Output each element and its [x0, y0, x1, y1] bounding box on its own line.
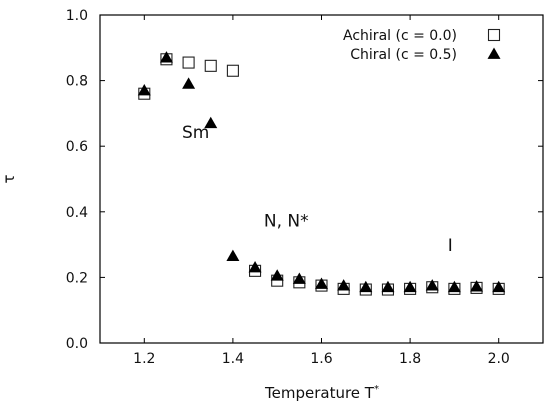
- y-axis-title: τ: [0, 174, 18, 183]
- chiral-point: [492, 280, 506, 293]
- chiral-point: [403, 280, 417, 293]
- chiral-point: [270, 269, 284, 281]
- y-tick-label: 1.0: [66, 8, 88, 24]
- chiral-point: [315, 277, 328, 289]
- x-axis-title: Temperature T*: [264, 384, 379, 402]
- phase-annotation: N, N*: [264, 212, 309, 232]
- y-tick-label: 0.6: [66, 139, 88, 155]
- x-tick-label: 1.6: [310, 351, 332, 367]
- chiral-point: [204, 116, 218, 129]
- legend-marker: [487, 47, 501, 59]
- y-tick-label: 0.4: [66, 205, 88, 221]
- chiral-point: [359, 280, 373, 293]
- x-axis-title-superscript: *: [374, 384, 379, 395]
- achiral-point: [182, 56, 195, 69]
- phase-annotation: Sm: [182, 123, 209, 143]
- x-tick-label: 1.2: [133, 351, 155, 367]
- legend-marker: [487, 28, 501, 42]
- x-tick-label: 1.8: [399, 351, 421, 367]
- y-tick-label: 0.8: [66, 74, 88, 90]
- data-marks: [137, 51, 506, 296]
- annotations: Sm N, N* I: [182, 123, 453, 256]
- chiral-point: [226, 249, 240, 261]
- x-tick-label: 1.4: [222, 351, 244, 367]
- achiral-point: [204, 59, 217, 72]
- chiral-point: [248, 261, 262, 273]
- chiral-point: [337, 279, 351, 291]
- legend-label: Chiral (c = 0.5): [350, 47, 457, 63]
- y-tick-label: 0.2: [66, 270, 88, 286]
- chiral-point: [182, 77, 196, 89]
- chiral-point: [447, 280, 461, 293]
- phase-annotation: I: [448, 236, 453, 256]
- chiral-point: [470, 280, 484, 292]
- x-tick-label: 2.0: [488, 351, 510, 367]
- chiral-point: [381, 280, 395, 293]
- axis-ticks: 1.2 1.4 1.6 1.8 2.0 0.0 0.2 0.4 0.6 0.8 1.0: [66, 8, 543, 367]
- achiral-point: [226, 64, 239, 77]
- chiral-point: [159, 51, 173, 63]
- chiral-point: [292, 272, 306, 284]
- y-tick-label: 0.0: [66, 336, 88, 352]
- legend: Achiral (c = 0.0) Chiral (c = 0.5): [343, 28, 501, 63]
- chiral-point: [425, 279, 439, 291]
- legend-label: Achiral (c = 0.0): [343, 28, 457, 44]
- chiral-point: [137, 83, 151, 96]
